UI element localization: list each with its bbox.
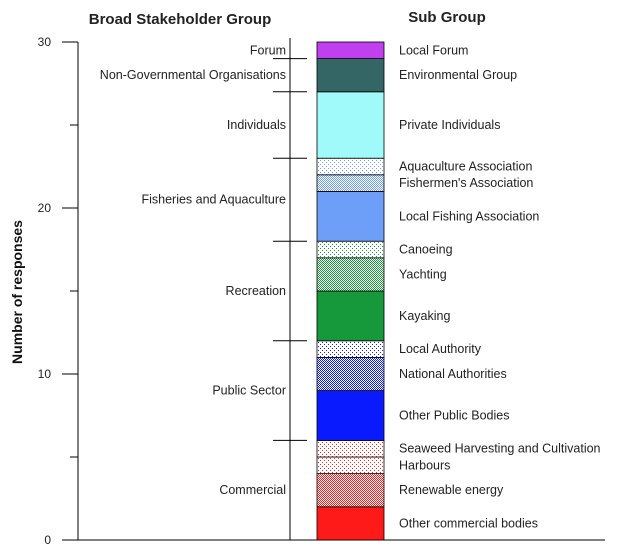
bar-segment [316, 456, 385, 475]
sub-group-label: Local Fishing Association [399, 209, 539, 223]
bar-segment [316, 190, 385, 242]
sub-group-label: Harbours [399, 458, 450, 472]
bar-segment [316, 439, 385, 458]
sub-group-label: Local Authority [399, 342, 482, 356]
y-axis-label: Number of responses [9, 220, 25, 364]
sub-group-label: Environmental Group [399, 68, 517, 82]
broad-group-label: Recreation [226, 284, 286, 298]
bar-segment [316, 356, 385, 391]
sub-group-label: National Authorities [399, 367, 507, 381]
bar-segment [316, 506, 385, 541]
y-tick-label: 0 [44, 533, 51, 547]
y-tick-label: 10 [38, 367, 52, 381]
broad-group-label: Individuals [227, 118, 286, 132]
sub-group-labels: Other commercial bodies Renewable energy H… [399, 43, 601, 530]
broad-group-label: Commercial [219, 483, 286, 497]
broad-group-label: Fisheries and Aquaculture [141, 193, 286, 207]
sub-group-label: Other commercial bodies [399, 516, 538, 530]
bar-segment [316, 473, 385, 508]
sub-group-header: Sub Group [408, 9, 486, 26]
broad-group-header: Broad Stakeholder Group [89, 11, 272, 28]
sub-group-label: Other Public Bodies [399, 409, 509, 423]
bar-segment [316, 240, 385, 259]
sub-group-label: Aquaculture Association [399, 160, 532, 174]
bar-segment [316, 290, 385, 342]
bar-segment [316, 257, 385, 292]
y-tick-label: 30 [38, 35, 52, 49]
bar-segment [316, 91, 385, 159]
y-axis: 0 10 20 30 [38, 35, 605, 547]
sub-group-label: Renewable energy [399, 483, 504, 497]
sub-group-label: Canoeing [399, 243, 453, 257]
stacked-bar [316, 41, 385, 541]
bar-segment [316, 58, 385, 93]
sub-group-label: Private Individuals [399, 118, 500, 132]
bar-segment [316, 340, 385, 358]
bar-segment [316, 174, 385, 192]
broad-group-label: Non-Governmental Organisations [100, 68, 286, 82]
bar-segment [316, 41, 385, 60]
sub-group-label: Seaweed Harvesting and Cultivation [399, 442, 601, 456]
sub-group-label: Kayaking [399, 309, 450, 323]
bar-segment [316, 390, 385, 441]
broad-group-label: Public Sector [212, 384, 286, 398]
y-tick-label: 20 [38, 201, 52, 215]
broad-group-labels: Commercial Public Sector Recreation Fisheri… [100, 38, 307, 540]
sub-group-label: Fishermen's Association [399, 176, 533, 190]
sub-group-label: Yachting [399, 267, 447, 281]
sub-group-label: Local Forum [399, 43, 468, 57]
bar-segment [316, 157, 385, 176]
broad-group-label: Forum [250, 43, 286, 57]
